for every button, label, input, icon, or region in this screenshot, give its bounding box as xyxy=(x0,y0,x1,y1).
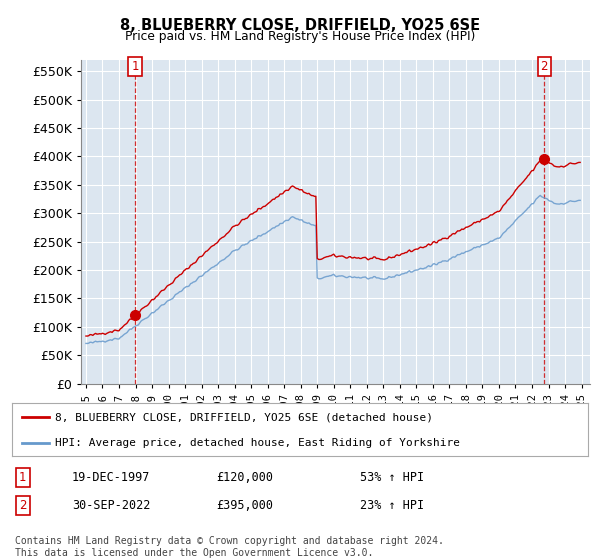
Text: Price paid vs. HM Land Registry's House Price Index (HPI): Price paid vs. HM Land Registry's House … xyxy=(125,30,475,43)
Text: 1: 1 xyxy=(131,60,139,73)
Text: 2: 2 xyxy=(541,60,548,73)
Text: £395,000: £395,000 xyxy=(216,498,273,512)
Text: 8, BLUEBERRY CLOSE, DRIFFIELD, YO25 6SE: 8, BLUEBERRY CLOSE, DRIFFIELD, YO25 6SE xyxy=(120,18,480,33)
Text: 1: 1 xyxy=(19,470,26,484)
Text: HPI: Average price, detached house, East Riding of Yorkshire: HPI: Average price, detached house, East… xyxy=(55,437,460,447)
Text: 19-DEC-1997: 19-DEC-1997 xyxy=(72,470,151,484)
Text: 30-SEP-2022: 30-SEP-2022 xyxy=(72,498,151,512)
Text: £120,000: £120,000 xyxy=(216,470,273,484)
Text: Contains HM Land Registry data © Crown copyright and database right 2024.
This d: Contains HM Land Registry data © Crown c… xyxy=(15,536,444,558)
Text: 23% ↑ HPI: 23% ↑ HPI xyxy=(360,498,424,512)
Text: 53% ↑ HPI: 53% ↑ HPI xyxy=(360,470,424,484)
Text: 2: 2 xyxy=(19,498,26,512)
Text: 8, BLUEBERRY CLOSE, DRIFFIELD, YO25 6SE (detached house): 8, BLUEBERRY CLOSE, DRIFFIELD, YO25 6SE … xyxy=(55,412,433,422)
